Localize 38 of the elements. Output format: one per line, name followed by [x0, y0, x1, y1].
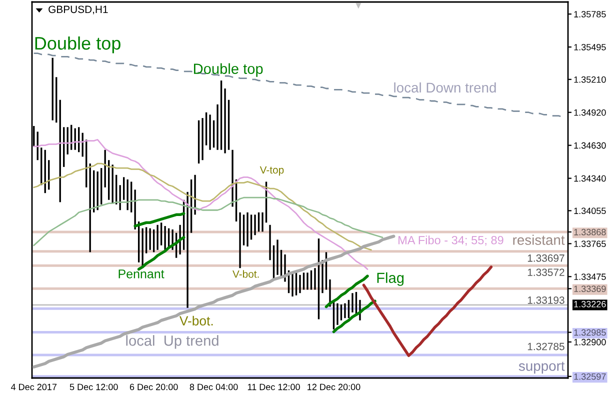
annotation: V-bot. — [179, 316, 213, 326]
ref-line-label: 1.32785 — [528, 342, 564, 350]
x-tick-label: 8 Dec 04:00 — [190, 384, 238, 390]
chart-title: GBPUSD,H1 — [48, 6, 108, 14]
annotation: Double top — [194, 63, 263, 77]
annotation: MA Fibo - 34; 55; 89 — [398, 236, 504, 246]
y-tick-label: 1.32900 — [574, 338, 606, 346]
annotation: Double top — [35, 36, 120, 54]
y-tick-label: 1.32985 — [574, 329, 606, 336]
x-tick-label: 6 Dec 20:00 — [130, 384, 178, 390]
y-tick-label: 1.35210 — [574, 76, 606, 83]
ref-line-label: resistant — [513, 234, 565, 245]
y-tick-label: 1.35495 — [574, 44, 606, 50]
x-tick-label: 5 Dec 12:00 — [70, 384, 118, 390]
annotation: V-top — [260, 166, 284, 176]
y-tick-label: 1.33765 — [574, 240, 606, 248]
x-tick-label: 12 Dec 20:00 — [308, 384, 360, 390]
ref-line-label: support — [518, 362, 565, 374]
y-tick-label: 1.32597 — [574, 373, 606, 380]
y-tick-label: 1.34920 — [574, 109, 606, 116]
ref-line-label: 1.33697 — [528, 254, 564, 262]
annotation: V-bot. — [232, 270, 259, 278]
y-tick-label: 1.34055 — [574, 208, 606, 214]
text: 1.33226 — [574, 300, 606, 308]
y-tick-label: 1.33369 — [574, 286, 606, 292]
y-tick-label: 1.35785 — [574, 11, 606, 18]
annotation: Pennant — [118, 270, 164, 278]
annotation: Flag — [377, 272, 404, 286]
y-tick-label: 1.34630 — [574, 142, 606, 149]
x-tick-label: 11 Dec 12:00 — [248, 384, 300, 390]
y-tick-label: 1.33475 — [574, 274, 606, 280]
ref-line-label: 1.33193 — [528, 296, 564, 304]
ref-line-label: 1.33572 — [528, 268, 564, 276]
x-tick-label: 4 Dec 2017 — [10, 384, 57, 390]
y-tick-label: 1.34340 — [574, 175, 606, 182]
y-tick-label: 1.33868 — [574, 228, 606, 236]
annotation: local Down trend — [394, 82, 496, 93]
annotation: local Up trend — [126, 335, 218, 349]
